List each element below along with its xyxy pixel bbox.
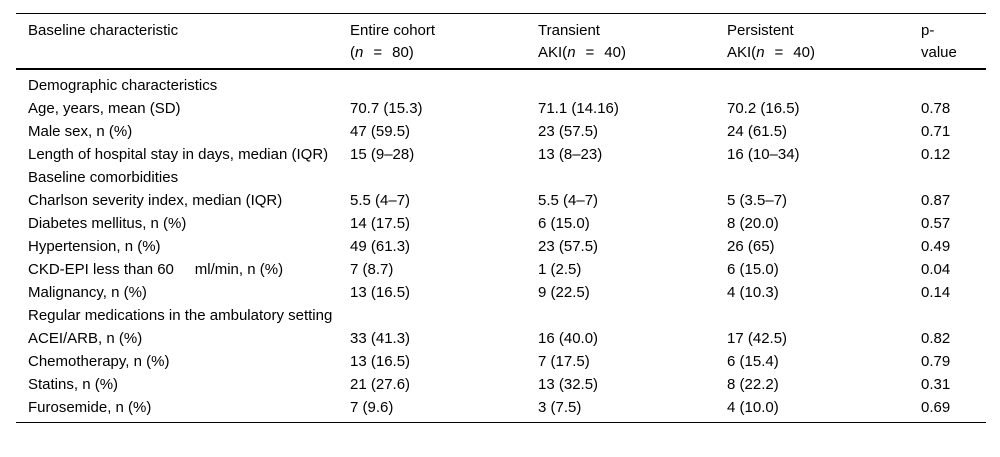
- table-row-diabetes: Diabetes mellitus, n (%) 14 (17.5) 6 (15…: [16, 212, 986, 235]
- table-row-age: Age, years, mean (SD) 70.7 (15.3) 71.1 (…: [16, 97, 986, 120]
- row-label: Male sex, n (%): [28, 123, 133, 140]
- cell-transient-aki: 23 (57.5): [538, 238, 599, 255]
- table-row-ckd-epi: CKD-EPI less than 60 ml/min, n (%) 7 (8.…: [16, 258, 986, 281]
- cell-entire-cohort: 33 (41.3): [350, 330, 411, 347]
- cell-p-value: 0.79: [921, 353, 951, 370]
- cell-transient-aki: 7 (17.5): [538, 353, 590, 370]
- cell-transient-aki: 16 (40.0): [538, 330, 599, 347]
- row-label: Age, years, mean (SD): [28, 100, 181, 117]
- cell-transient-aki: 6 (15.0): [538, 215, 590, 232]
- cell-persistent-aki: 24 (61.5): [727, 123, 788, 140]
- cell-p-value: 0.69: [921, 399, 951, 416]
- cell-persistent-aki: 5 (3.5–7): [727, 192, 788, 209]
- cell-p-value: 0.82: [921, 330, 951, 347]
- row-label: Charlson severity index, median (IQR): [28, 192, 283, 209]
- cell-transient-aki: 13 (32.5): [538, 376, 599, 393]
- cell-transient-aki: 71.1 (14.16): [538, 100, 619, 117]
- table-row-statins: Statins, n (%) 21 (27.6) 13 (32.5) 8 (22…: [16, 373, 986, 396]
- table-row-charlson: Charlson severity index, median (IQR) 5.…: [16, 189, 986, 212]
- cell-entire-cohort: 13 (16.5): [350, 353, 411, 370]
- cell-transient-aki: 9 (22.5): [538, 284, 590, 301]
- cell-p-value: 0.04: [921, 261, 951, 278]
- header-row: Baseline characteristic Entire cohort (n…: [16, 14, 986, 69]
- cell-p-value: 0.87: [921, 192, 951, 209]
- cell-persistent-aki: 16 (10–34): [727, 146, 800, 163]
- cell-persistent-aki: 6 (15.0): [727, 261, 779, 278]
- cell-p-value: 0.57: [921, 215, 951, 232]
- cell-transient-aki: 1 (2.5): [538, 261, 582, 278]
- table-header: Baseline characteristic Entire cohort (n…: [16, 14, 986, 69]
- cell-persistent-aki: 8 (20.0): [727, 215, 779, 232]
- cell-transient-aki: 5.5 (4–7): [538, 192, 599, 209]
- cell-entire-cohort: 7 (8.7): [350, 261, 394, 278]
- column-header-baseline-characteristic: Baseline characteristic: [28, 22, 179, 39]
- section-row-demographic: Demographic characteristics: [16, 69, 986, 97]
- cell-entire-cohort: 47 (59.5): [350, 123, 411, 140]
- cell-p-value: 0.12: [921, 146, 951, 163]
- cell-entire-cohort: 70.7 (15.3): [350, 100, 423, 117]
- section-row-medications: Regular medications in the ambulatory se…: [16, 304, 986, 327]
- cell-p-value: 0.78: [921, 100, 951, 117]
- table-body: Demographic characteristics Age, years, …: [16, 69, 986, 423]
- cell-transient-aki: 3 (7.5): [538, 399, 582, 416]
- column-header-transient-aki: Transient AKI(n = 40): [538, 22, 626, 61]
- section-label: Regular medications in the ambulatory se…: [28, 307, 333, 324]
- row-label: Chemotherapy, n (%): [28, 353, 170, 370]
- cell-persistent-aki: 4 (10.0): [727, 399, 779, 416]
- row-label: Malignancy, n (%): [28, 284, 147, 301]
- section-label: Baseline comorbidities: [28, 169, 179, 186]
- cell-persistent-aki: 26 (65): [727, 238, 775, 255]
- table-row-length-of-stay: Length of hospital stay in days, median …: [16, 143, 986, 166]
- table-row-hypertension: Hypertension, n (%) 49 (61.3) 23 (57.5) …: [16, 235, 986, 258]
- cell-entire-cohort: 7 (9.6): [350, 399, 394, 416]
- cell-persistent-aki: 8 (22.2): [727, 376, 779, 393]
- cell-entire-cohort: 15 (9–28): [350, 146, 415, 163]
- row-label: Furosemide, n (%): [28, 399, 152, 416]
- column-header-entire-cohort: Entire cohort (n = 80): [350, 22, 436, 61]
- cell-persistent-aki: 17 (42.5): [727, 330, 788, 347]
- row-label: Length of hospital stay in days, median …: [28, 146, 329, 163]
- section-label: Demographic characteristics: [28, 77, 218, 94]
- cell-p-value: 0.71: [921, 123, 951, 140]
- cell-entire-cohort: 5.5 (4–7): [350, 192, 411, 209]
- cell-entire-cohort: 14 (17.5): [350, 215, 411, 232]
- column-header-persistent-aki: Persistent AKI(n = 40): [727, 22, 815, 61]
- table-row-furosemide: Furosemide, n (%) 7 (9.6) 3 (7.5) 4 (10.…: [16, 396, 986, 423]
- cell-entire-cohort: 21 (27.6): [350, 376, 411, 393]
- row-label: Statins, n (%): [28, 376, 119, 393]
- baseline-characteristics-table: Baseline characteristic Entire cohort (n…: [16, 13, 986, 423]
- cell-entire-cohort: 13 (16.5): [350, 284, 411, 301]
- section-row-comorbidities: Baseline comorbidities: [16, 166, 986, 189]
- cell-entire-cohort: 49 (61.3): [350, 238, 411, 255]
- cell-transient-aki: 13 (8–23): [538, 146, 603, 163]
- cell-persistent-aki: 70.2 (16.5): [727, 100, 800, 117]
- cell-p-value: 0.14: [921, 284, 951, 301]
- baseline-characteristics-table-wrap: Baseline characteristic Entire cohort (n…: [16, 13, 986, 423]
- row-label: CKD-EPI less than 60 ml/min, n (%): [28, 261, 284, 278]
- table-row-chemotherapy: Chemotherapy, n (%) 13 (16.5) 7 (17.5) 6…: [16, 350, 986, 373]
- cell-transient-aki: 23 (57.5): [538, 123, 599, 140]
- cell-persistent-aki: 4 (10.3): [727, 284, 779, 301]
- cell-persistent-aki: 6 (15.4): [727, 353, 779, 370]
- row-label: ACEI/ARB, n (%): [28, 330, 143, 347]
- table-row-male-sex: Male sex, n (%) 47 (59.5) 23 (57.5) 24 (…: [16, 120, 986, 143]
- column-header-p-value: p- value: [921, 22, 957, 61]
- table-row-acei-arb: ACEI/ARB, n (%) 33 (41.3) 16 (40.0) 17 (…: [16, 327, 986, 350]
- row-label: Diabetes mellitus, n (%): [28, 215, 187, 232]
- row-label: Hypertension, n (%): [28, 238, 161, 255]
- cell-p-value: 0.49: [921, 238, 951, 255]
- table-row-malignancy: Malignancy, n (%) 13 (16.5) 9 (22.5) 4 (…: [16, 281, 986, 304]
- cell-p-value: 0.31: [921, 376, 951, 393]
